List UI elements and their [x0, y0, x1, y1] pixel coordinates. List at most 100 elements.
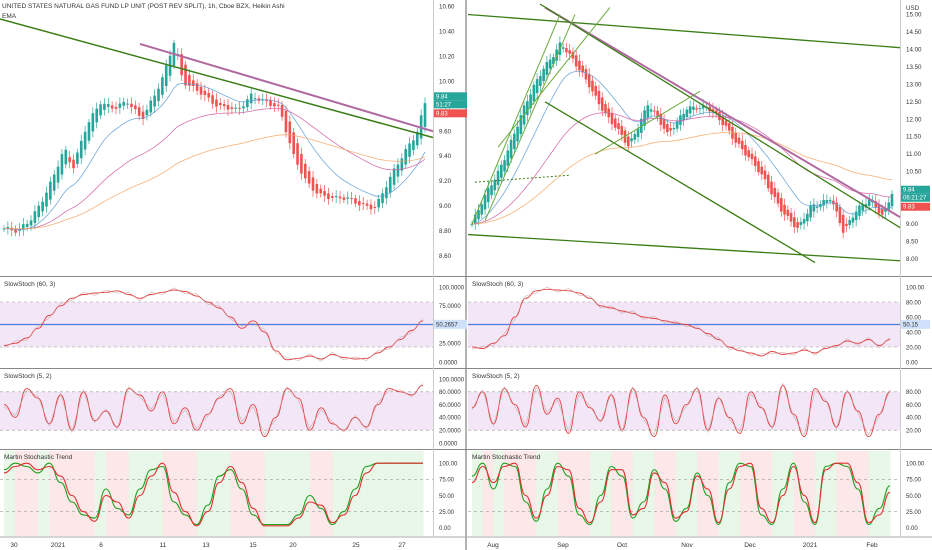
trend-strip: [739, 451, 752, 536]
candle-body: [41, 201, 44, 212]
candle-body: [783, 204, 786, 215]
candle-body: [597, 90, 601, 105]
candle-body: [60, 154, 64, 175]
y-tick-label: 40.00: [906, 330, 922, 336]
candle-body: [381, 193, 384, 204]
candle-body: [845, 223, 848, 227]
x-tick-label: 2021: [51, 542, 66, 549]
candle-body: [114, 106, 118, 109]
candle-body: [300, 153, 303, 174]
candle-body: [319, 188, 323, 194]
countdown-tag: [901, 193, 930, 202]
candle-body: [6, 226, 10, 229]
x-tick-label: 25: [352, 542, 360, 549]
y-tick-label: 13.50: [906, 64, 922, 71]
y-tick-label: 13.00: [906, 81, 922, 88]
candle-body: [307, 171, 311, 184]
price-tag-label: 9.84: [436, 94, 448, 100]
x-tick-label: 15: [249, 542, 257, 549]
ema-slow-line: [471, 132, 893, 225]
y-tick-label: 12.00: [906, 116, 922, 123]
candle-body: [711, 109, 715, 113]
y-tick-label: 10.20: [439, 53, 455, 60]
candle-body: [565, 47, 568, 53]
value-tag-label: 50.2657: [436, 323, 458, 329]
candle-body: [222, 103, 226, 107]
candle-body: [22, 224, 25, 230]
value-tag-label: 50.15: [903, 323, 919, 329]
trend-strip: [493, 451, 505, 536]
y-tick-label: 50.00: [906, 494, 922, 500]
trend-strip: [804, 451, 816, 536]
y-tick-label: 0.0000: [439, 360, 458, 366]
candle-body: [473, 214, 477, 225]
y-tick-label: 25.00: [906, 510, 922, 516]
y-tick-label: 20.0000: [439, 429, 461, 435]
series-line: [3, 287, 424, 362]
candle-body: [404, 149, 407, 165]
candle-body: [276, 104, 280, 106]
y-tick-label: 8.00: [906, 256, 919, 263]
candle-body: [509, 139, 513, 159]
candle-body: [110, 105, 114, 109]
y-tick-label: 9.40: [439, 153, 452, 160]
trend-strip: [589, 451, 602, 536]
ema-label: EMA: [2, 13, 17, 20]
channel-line: [471, 14, 561, 225]
candle-body: [396, 164, 400, 177]
series-line: [471, 382, 891, 436]
candle-body: [37, 205, 41, 218]
candle-body: [737, 137, 741, 144]
candle-body: [76, 152, 79, 164]
candle-body: [545, 61, 549, 75]
countdown-label: 51:27: [436, 102, 452, 108]
channel-line: [497, 7, 611, 148]
trend-strip: [139, 451, 152, 536]
price-tag: [434, 109, 467, 118]
candle-body: [470, 224, 474, 226]
candle-body: [25, 223, 29, 227]
y-tick-label: 80.00: [906, 300, 922, 306]
y-tick-label: 20.00: [906, 345, 922, 351]
trend-strip: [504, 451, 516, 536]
trend-strip: [15, 451, 28, 536]
candle-body: [584, 69, 588, 80]
candle-body: [581, 65, 584, 73]
x-tick-label: 27: [398, 542, 406, 549]
candle-body: [153, 95, 156, 107]
trend-strip: [117, 451, 130, 536]
channel-line: [484, 14, 576, 221]
y-tick-label: 25.0000: [439, 342, 461, 348]
candle-body: [315, 183, 319, 194]
candle-body: [649, 109, 653, 112]
trend-strip: [173, 451, 186, 536]
indicator-title: Martin Stochastic Trend: [472, 454, 541, 461]
trend-strip: [26, 451, 39, 536]
trendline: [544, 6, 901, 218]
trend-strip: [761, 451, 773, 536]
candle-body: [203, 90, 207, 95]
candle-body: [659, 113, 663, 125]
trend-strip: [707, 451, 720, 536]
x-tick-label: Nov: [681, 542, 693, 549]
y-tick-label: 100.00: [439, 462, 458, 468]
candle-body: [698, 108, 702, 110]
candle-body: [552, 57, 555, 65]
channel-line: [594, 90, 701, 155]
candle-body: [776, 192, 780, 204]
candle-body: [280, 104, 284, 117]
candle-body: [164, 65, 168, 87]
trend-strip: [71, 451, 84, 536]
candle-body: [122, 101, 126, 106]
candle-body: [377, 198, 380, 208]
countdown-label: 06:21:27: [903, 196, 927, 202]
candle-body: [265, 99, 268, 102]
candle-body: [600, 97, 604, 111]
trend-strip: [557, 451, 569, 536]
candle-body: [506, 150, 510, 166]
candle-body: [854, 211, 858, 221]
y-tick-label: 100.0000: [439, 377, 465, 383]
y-tick-label: 8.60: [439, 253, 452, 260]
candle-body: [134, 105, 137, 110]
candle-body: [685, 109, 689, 118]
